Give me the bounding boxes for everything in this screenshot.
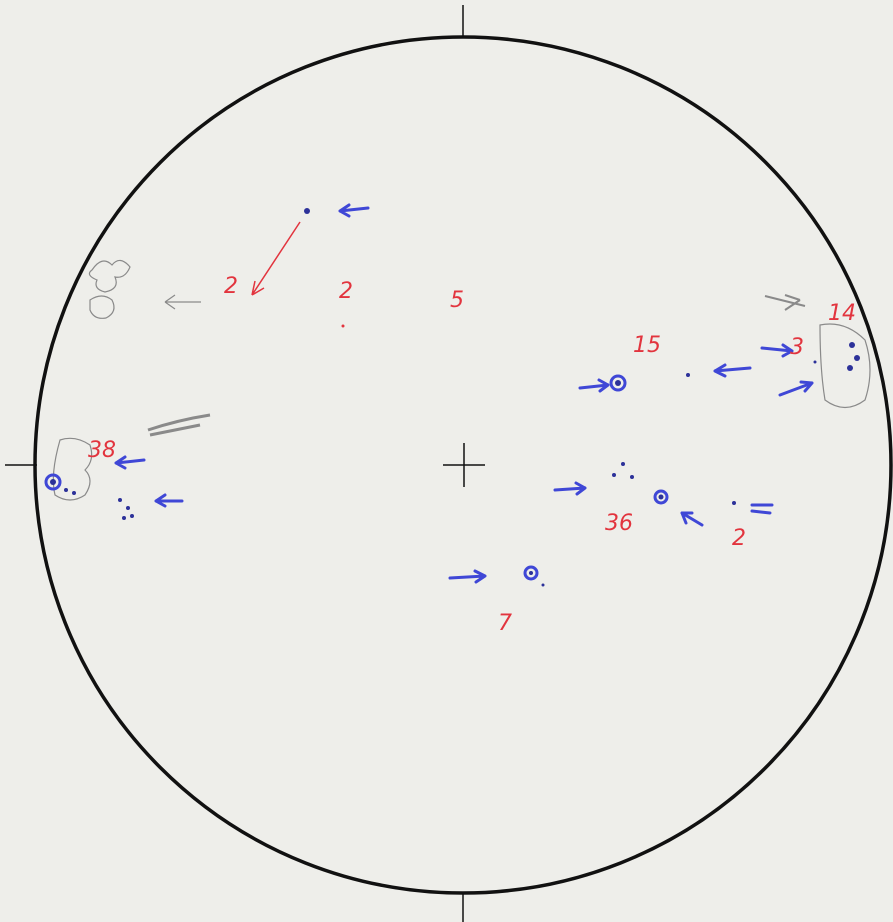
arrows — [114, 203, 814, 584]
group-label: 15 — [633, 333, 661, 358]
group-label: 3 — [790, 335, 804, 360]
group-label: 7 — [498, 611, 512, 636]
group-labels: 2 2 5 15 14 3 38 36 2 7 — [88, 274, 856, 636]
motion-arrow — [251, 221, 301, 296]
spots — [44, 208, 860, 587]
group-label: 38 — [88, 438, 116, 463]
group-label: 2 — [732, 526, 746, 551]
group-label: 2 — [224, 274, 238, 299]
group-label: 5 — [450, 288, 464, 313]
group-label: 14 — [828, 301, 856, 326]
faculae — [52, 259, 871, 501]
axis-marks — [5, 5, 485, 922]
group-label: 2 — [339, 279, 353, 304]
group-label: 36 — [605, 511, 633, 536]
